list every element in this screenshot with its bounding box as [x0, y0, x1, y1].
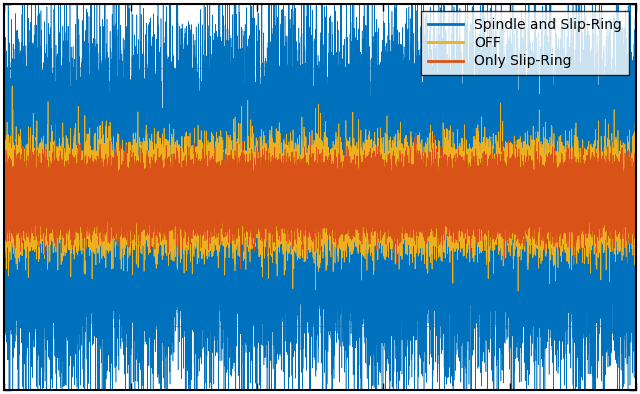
Legend: Spindle and Slip-Ring, OFF, Only Slip-Ring: Spindle and Slip-Ring, OFF, Only Slip-Ri…	[421, 11, 629, 75]
Spindle and Slip-Ring	[243, 210, 250, 214]
Spindle and Slip-Ring	[44, 109, 51, 113]
Only Slip-Ring	[52, 122, 60, 126]
Line: Only Slip-Ring: Only Slip-Ring	[4, 124, 636, 269]
Only Slip-Ring	[44, 182, 51, 187]
Spindle and Slip-Ring	[152, 153, 160, 158]
Line: OFF: OFF	[4, 86, 636, 291]
Spindle and Slip-Ring	[1, 75, 8, 80]
OFF	[514, 289, 522, 294]
Only Slip-Ring	[469, 221, 477, 226]
Only Slip-Ring	[381, 209, 388, 214]
OFF	[243, 188, 250, 193]
Only Slip-Ring	[243, 210, 250, 215]
OFF	[44, 220, 51, 225]
Line: Spindle and Slip-Ring: Spindle and Slip-Ring	[4, 0, 636, 394]
OFF	[1, 195, 8, 200]
OFF	[343, 180, 351, 185]
Spindle and Slip-Ring	[632, 192, 639, 197]
Spindle and Slip-Ring	[343, 98, 351, 103]
OFF	[8, 84, 16, 88]
Only Slip-Ring	[237, 267, 244, 271]
Only Slip-Ring	[1, 209, 8, 214]
Only Slip-Ring	[343, 188, 351, 193]
OFF	[632, 204, 639, 208]
Only Slip-Ring	[152, 185, 160, 190]
OFF	[152, 213, 160, 218]
Only Slip-Ring	[632, 186, 639, 191]
Spindle and Slip-Ring	[469, 163, 477, 167]
OFF	[381, 194, 388, 199]
Spindle and Slip-Ring	[381, 287, 388, 292]
OFF	[469, 189, 477, 194]
